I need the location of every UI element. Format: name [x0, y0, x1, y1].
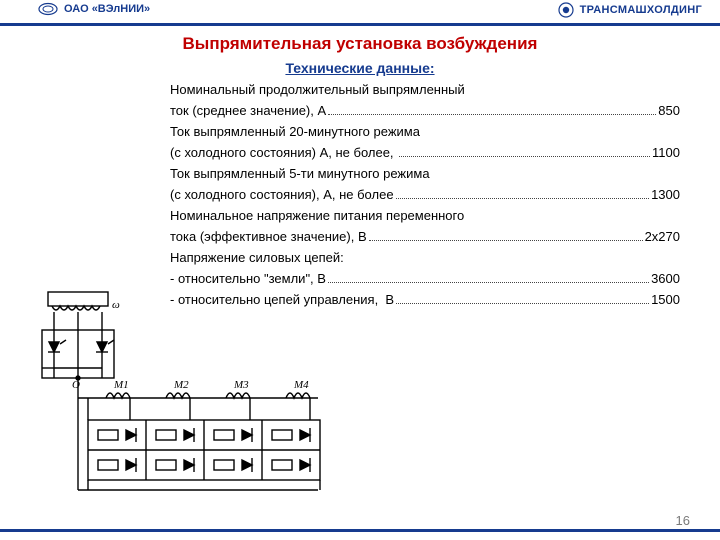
spec-dots — [369, 240, 643, 241]
spec-row: (с холодного состояния), А, не более 1300 — [170, 187, 680, 202]
spec-value: 3600 — [651, 271, 680, 286]
header-left-logo: ОАО «ВЭлНИИ» — [38, 2, 150, 16]
header-left-text: ОАО «ВЭлНИИ» — [64, 3, 150, 15]
svg-text:ω: ω — [112, 299, 120, 311]
spec-value: 850 — [658, 103, 680, 118]
spec-value: 2х270 — [645, 229, 680, 244]
spec-value: 1100 — [652, 145, 680, 160]
spec-pre-line: Номинальный продолжительный выпрямленный — [170, 82, 680, 97]
spec-value: 1500 — [651, 292, 680, 307]
circuit-diagram: ω O — [28, 290, 328, 500]
spec-label: (с холодного состояния), А, не более — [170, 187, 394, 202]
page-number: 16 — [676, 513, 690, 528]
spec-row: - относительно "земли", В 3600 — [170, 271, 680, 286]
svg-text:M3: M3 — [233, 379, 249, 391]
spec-dots — [396, 303, 649, 304]
header-right-logo: ТРАНСМАШХОЛДИНГ — [558, 2, 702, 18]
spec-dots — [399, 156, 650, 157]
spec-dots — [328, 114, 656, 115]
spec-row: тока (эффективное значение), В 2х270 — [170, 229, 680, 244]
spec-row: (с холодного состояния) А, не более, 110… — [170, 145, 680, 160]
header-right-text: ТРАНСМАШХОЛДИНГ — [580, 4, 702, 16]
spec-value: 1300 — [651, 187, 680, 202]
spec-label: тока (эффективное значение), В — [170, 229, 367, 244]
svg-text:M2: M2 — [173, 379, 189, 391]
spec-pre-line: Ток выпрямленный 5-ти минутного режима — [170, 166, 680, 181]
header-bar: ОАО «ВЭлНИИ» ТРАНСМАШХОЛДИНГ — [0, 0, 720, 26]
svg-text:M1: M1 — [113, 379, 129, 391]
spec-pre-line: Ток выпрямленный 20-минутного режима — [170, 124, 680, 139]
spec-label: ток (среднее значение), А — [170, 103, 326, 118]
spec-label: - относительно "земли", В — [170, 271, 326, 286]
footer-rule — [0, 529, 720, 532]
svg-text:M4: M4 — [293, 379, 309, 391]
spec-dots — [396, 198, 650, 199]
section-subtitle: Технические данные: — [0, 60, 720, 76]
svg-text:O: O — [72, 379, 80, 391]
oval-logo-icon — [38, 2, 58, 16]
spec-row: ток (среднее значение), А 850 — [170, 103, 680, 118]
page: ОАО «ВЭлНИИ» ТРАНСМАШХОЛДИНГ Выпрямитель… — [0, 0, 720, 540]
page-title: Выпрямительная установка возбуждения — [0, 34, 720, 54]
spec-pre-line: Напряжение силовых цепей: — [170, 250, 680, 265]
spec-pre-line: Номинальное напряжение питания переменно… — [170, 208, 680, 223]
specs-block: Номинальный продолжительный выпрямленный… — [170, 82, 680, 313]
spec-dots — [328, 282, 649, 283]
gear-circle-icon — [558, 2, 574, 18]
spec-label: (с холодного состояния) А, не более, — [170, 145, 397, 160]
